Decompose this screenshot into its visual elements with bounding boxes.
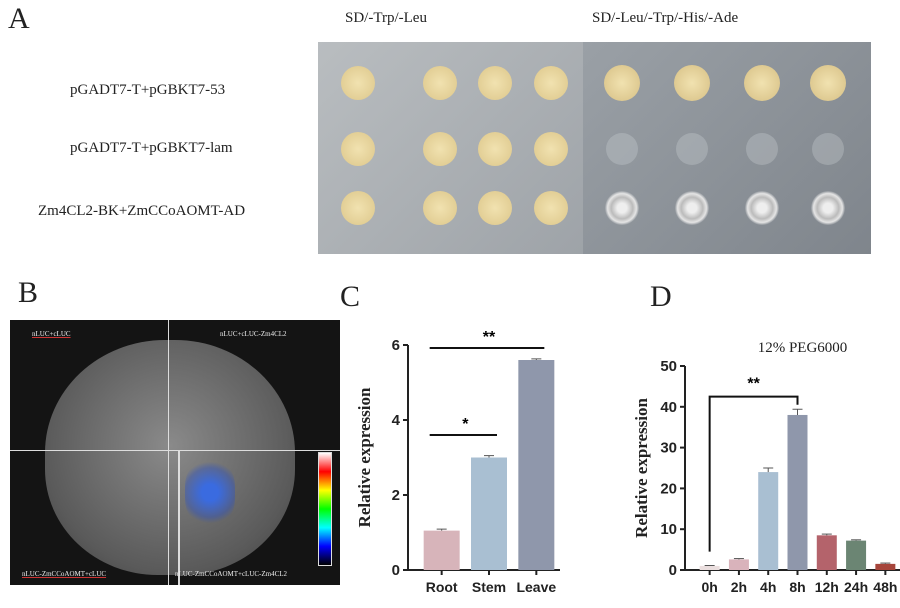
panel-label-b: B xyxy=(18,276,39,309)
colony xyxy=(674,65,710,101)
colony xyxy=(534,191,568,225)
colony xyxy=(604,65,640,101)
chart-d: 0 10 20 30 40 50 0h 2h 4h 8h 12h 24h 48h Relative exp… xyxy=(632,340,900,595)
x-tick-label: 12h xyxy=(815,579,839,595)
bar-Leave xyxy=(518,360,555,570)
y-axis-label: Relative expression xyxy=(355,387,374,527)
y-tick-label: 20 xyxy=(660,480,677,497)
luminescence-signal xyxy=(185,460,235,525)
x-tick-label: 24h xyxy=(844,579,868,595)
panel-label-a: A xyxy=(8,2,30,35)
colony xyxy=(478,132,512,166)
quadrant-label-1: nLUC+cLUC xyxy=(32,330,71,338)
colony xyxy=(534,132,568,166)
colony xyxy=(810,65,846,101)
panel-label-c: C xyxy=(340,280,361,313)
quadrant-label-3: nLUC-ZmCCoAOMT+cLUC xyxy=(22,570,107,578)
quadrant-label-2: nLUC+cLUC-Zm4CL2 xyxy=(220,330,287,338)
bar-8h xyxy=(787,414,808,570)
bar-12h xyxy=(816,535,837,570)
faint-colony xyxy=(812,133,844,165)
x-tick-label: Root xyxy=(426,579,458,595)
row-label-3: Zm4CL2-BK+ZmCCoAOMT-AD xyxy=(38,203,246,219)
colony xyxy=(478,66,512,100)
column-header-1: SD/-Trp/-Leu xyxy=(345,10,427,26)
color-scale-bar xyxy=(318,452,332,566)
luciferase-image: nLUC+cLUC nLUC+cLUC-Zm4CL2 nLUC-ZmCCoAOM… xyxy=(10,320,340,585)
significance-bracket xyxy=(708,395,799,552)
significance-label: * xyxy=(462,416,469,433)
bar-2h xyxy=(728,559,749,570)
colony xyxy=(423,66,457,100)
colony xyxy=(744,65,780,101)
y-tick-label: 40 xyxy=(660,399,677,416)
bar-Root xyxy=(423,530,460,570)
colony xyxy=(341,66,375,100)
row-label-1: pGADT7-T+pGBKT7-53 xyxy=(70,82,226,98)
x-tick-label: 4h xyxy=(760,579,776,595)
x-tick-label: 2h xyxy=(731,579,747,595)
y-tick-label: 10 xyxy=(660,521,677,538)
y-tick-label: 4 xyxy=(392,412,401,429)
colony xyxy=(745,191,779,225)
colony xyxy=(811,191,845,225)
significance-label: ** xyxy=(483,329,496,346)
y-tick-label: 2 xyxy=(392,487,400,504)
row-label-2: pGADT7-T+pGBKT7-lam xyxy=(70,140,233,156)
y-tick-label: 50 xyxy=(660,358,677,375)
colony xyxy=(478,191,512,225)
y-tick-label: 6 xyxy=(392,337,400,354)
colony xyxy=(605,191,639,225)
leaf xyxy=(45,340,295,575)
significance-label: ** xyxy=(747,376,760,393)
y-tick-label: 30 xyxy=(660,440,677,457)
y-tick-label: 0 xyxy=(392,562,400,579)
x-tick-label: 48h xyxy=(873,579,897,595)
chart-title: 12% PEG6000 xyxy=(758,340,848,356)
column-header-2: SD/-Leu/-Trp/-His/-Ade xyxy=(592,10,739,26)
bar-Stem xyxy=(471,457,507,570)
quadrant-label-4: nLUC-ZmCCoAOMT+cLUC-Zm4CL2 xyxy=(175,570,288,578)
panel-label-d: D xyxy=(650,280,672,313)
colony xyxy=(341,191,375,225)
x-tick-label: 0h xyxy=(701,579,717,595)
bar-4h xyxy=(758,472,779,570)
bar-24h xyxy=(846,540,867,570)
colony xyxy=(341,132,375,166)
colony xyxy=(423,132,457,166)
colony xyxy=(675,191,709,225)
faint-colony xyxy=(746,133,778,165)
faint-colony xyxy=(676,133,708,165)
faint-colony xyxy=(606,133,638,165)
y-tick-label: 0 xyxy=(669,562,677,579)
colony xyxy=(534,66,568,100)
x-tick-label: 8h xyxy=(789,579,805,595)
bar-48h xyxy=(875,563,896,570)
x-tick-label: Leave xyxy=(516,579,556,595)
y-axis-label: Relative expression xyxy=(632,397,651,537)
x-tick-label: Stem xyxy=(472,579,506,595)
bar-0h xyxy=(699,565,720,570)
colony xyxy=(423,191,457,225)
